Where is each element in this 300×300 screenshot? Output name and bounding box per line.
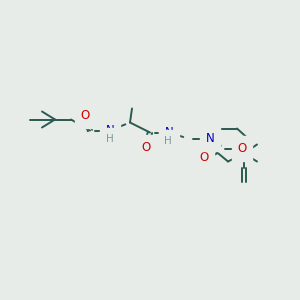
Text: O: O: [200, 151, 208, 164]
Text: H: H: [164, 136, 172, 146]
Text: O: O: [237, 142, 247, 155]
Text: O: O: [80, 109, 90, 122]
Text: N: N: [106, 124, 114, 137]
Text: N: N: [206, 132, 214, 145]
Text: N: N: [165, 126, 173, 139]
Text: H: H: [106, 134, 114, 143]
Text: O: O: [141, 141, 151, 154]
